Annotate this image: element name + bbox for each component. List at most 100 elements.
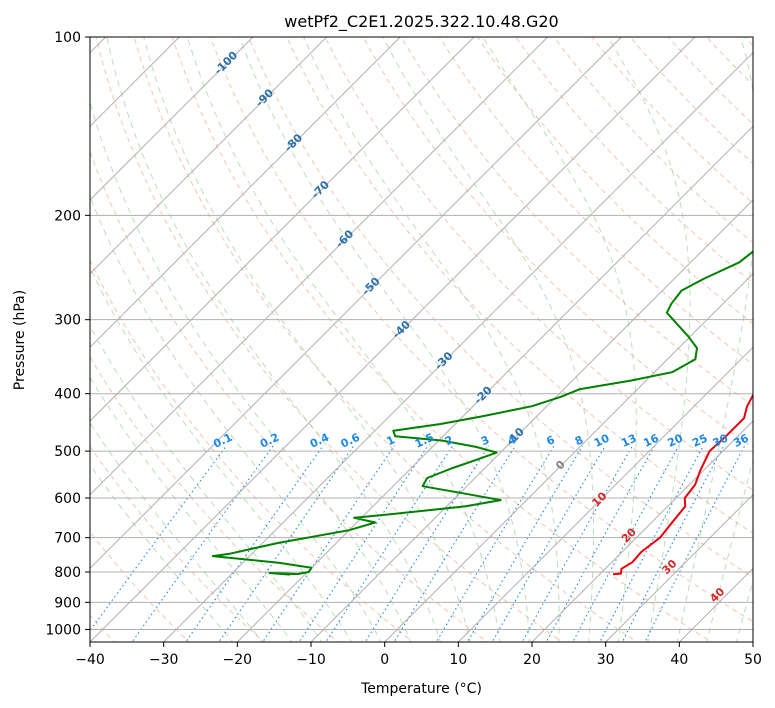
mixing-ratio-line (393, 445, 516, 642)
moist-adiabat (382, 37, 594, 642)
isotherm-line (90, 37, 622, 570)
isotherm-line (236, 125, 753, 642)
dry-adiabat (90, 445, 265, 642)
isotherm-label: -40 (390, 318, 413, 341)
x-tick-label: −10 (296, 652, 326, 668)
dry-adiabat (476, 37, 753, 325)
y-tick-label: 600 (54, 491, 81, 507)
mixing-ratio-label: 10 (592, 431, 612, 449)
dry-adiabat (362, 37, 753, 449)
y-tick-label: 1000 (45, 622, 81, 638)
moist-adiabat-label: 20 (619, 525, 639, 545)
isotherm-line (531, 420, 753, 642)
isotherm-line (752, 641, 753, 642)
isotherm-label: 0 (553, 458, 568, 473)
dry-adiabat (133, 37, 638, 642)
x-tick-label: 40 (670, 652, 688, 668)
dry-adiabat (744, 37, 753, 47)
isotherm-line (90, 37, 328, 275)
dry-adiabat (286, 37, 753, 534)
mixing-ratio-label: 16 (641, 431, 661, 449)
chart-title: wetPf2_C2E1.2025.322.10.48.G20 (284, 12, 558, 32)
mixing-ratio-line (218, 445, 355, 642)
temperature-profile (612, 393, 753, 576)
mixing-ratio-line (298, 445, 429, 642)
isotherm-line (310, 199, 753, 642)
y-axis-label: Pressure (hPa) (12, 290, 28, 390)
mixing-ratio-line (466, 445, 584, 642)
dry-adiabat (553, 37, 753, 244)
mixing-ratio-label: 3 (479, 433, 491, 448)
mixing-ratio-line (599, 445, 704, 642)
mixing-ratio-label: 2 (443, 433, 455, 448)
mixing-ratio-line (491, 445, 606, 642)
y-tick-label: 800 (54, 565, 81, 581)
background-lines (90, 37, 753, 642)
moist-adiabat (90, 376, 293, 642)
y-tick-label: 300 (54, 313, 81, 329)
isotherm-line (457, 346, 753, 642)
dry-adiabat (171, 37, 713, 642)
isotherm-label: -50 (359, 274, 382, 297)
moist-adiabat-label: 10 (589, 489, 609, 509)
mixing-ratio-line (325, 445, 454, 642)
dry-adiabat (248, 37, 753, 578)
mixing-ratio-label: 6 (544, 433, 557, 448)
moist-adiabat (676, 37, 753, 642)
isotherm-line (90, 37, 254, 201)
plot-frame (89, 36, 754, 643)
dry-adiabat (515, 37, 753, 284)
mixing-ratio-line (521, 445, 633, 642)
y-tick-label: 100 (54, 30, 81, 46)
moist-adiabat (239, 37, 530, 642)
isotherm-line (163, 51, 753, 642)
isotherm-line (605, 493, 753, 642)
moist-adiabat (303, 37, 560, 642)
isotherm-line (90, 37, 696, 642)
dry-adiabat (324, 37, 753, 491)
mixing-ratio-label: 25 (690, 432, 709, 450)
y-tick-label: 500 (54, 444, 81, 460)
x-tick-label: 10 (449, 652, 467, 668)
mixing-ratio-label: 0.1 (211, 431, 234, 451)
isotherm-line (90, 37, 401, 349)
isotherm-line (678, 567, 753, 642)
mixing-ratio-label: 30 (711, 431, 731, 449)
line-labels: -100-90-80-70-60-50-40-30-20-1000.1 0.2 0.… (211, 48, 751, 605)
mixing-ratio-line (435, 445, 555, 642)
x-tick-label: 50 (744, 652, 762, 668)
moist-adiabat (90, 422, 264, 642)
isotherm-label: -80 (282, 131, 305, 154)
dry-adiabat (90, 531, 190, 642)
moist-adiabat (90, 266, 352, 642)
mixing-ratio-line (90, 445, 227, 632)
isotherm-label: -70 (309, 178, 332, 201)
mixing-ratio-label: 36 (731, 431, 751, 449)
mixing-ratio-label: 0.2 (258, 431, 281, 451)
x-axis-label: Temperature (°C) (360, 681, 482, 697)
mixing-ratio-line (621, 445, 725, 642)
mixing-ratio-line (644, 445, 746, 642)
dewpoint-profile (211, 250, 753, 576)
mixing-ratio-line (545, 445, 656, 642)
mixing-ratio-label: 20 (666, 431, 686, 449)
mixing-ratio-label: 1.5 (413, 431, 436, 451)
mixing-ratio-line (131, 445, 274, 642)
isotherm-label: -20 (472, 383, 495, 406)
dry-adiabat (400, 37, 753, 407)
dry-adiabat (629, 37, 753, 165)
dry-adiabat (667, 37, 753, 125)
mixing-ratio-line (364, 445, 490, 642)
x-tick-label: −20 (223, 652, 253, 668)
dry-adiabat (591, 37, 753, 204)
mixing-ratio-label: 0.4 (308, 431, 331, 451)
x-tick-label: 0 (380, 652, 389, 668)
mixing-ratio-line (572, 445, 680, 642)
dry-adiabat (209, 37, 753, 623)
dry-adiabat (705, 37, 753, 86)
x-tick-label: −40 (75, 652, 105, 668)
y-tick-label: 700 (54, 531, 81, 547)
isotherm-line (90, 37, 549, 496)
grid (90, 37, 753, 642)
